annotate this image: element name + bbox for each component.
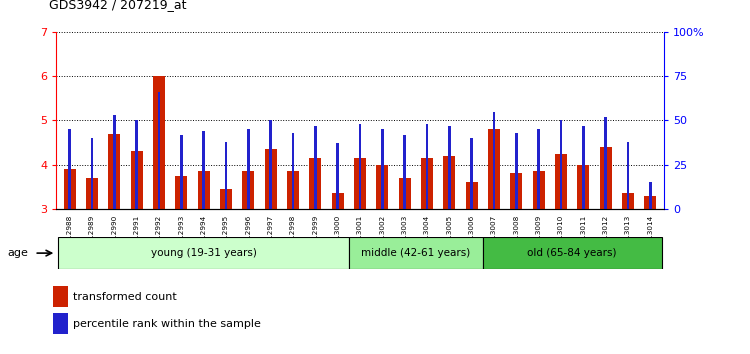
Bar bbox=[158, 92, 160, 209]
Bar bbox=[358, 124, 362, 209]
Text: young (19-31 years): young (19-31 years) bbox=[151, 248, 256, 258]
Bar bbox=[627, 142, 629, 209]
Bar bbox=[398, 178, 411, 209]
Bar bbox=[510, 173, 523, 209]
Bar bbox=[421, 158, 434, 209]
Bar bbox=[135, 120, 138, 209]
Bar bbox=[64, 169, 76, 209]
Bar bbox=[582, 126, 585, 209]
Bar bbox=[560, 120, 562, 209]
Bar bbox=[349, 237, 483, 269]
Bar bbox=[220, 189, 232, 209]
Bar bbox=[180, 135, 183, 209]
Bar bbox=[466, 182, 478, 209]
Text: GDS3942 / 207219_at: GDS3942 / 207219_at bbox=[49, 0, 186, 11]
Bar bbox=[336, 143, 339, 209]
Bar bbox=[269, 120, 272, 209]
Bar bbox=[555, 154, 567, 209]
Bar bbox=[599, 147, 612, 209]
Bar bbox=[286, 171, 299, 209]
Bar bbox=[197, 171, 210, 209]
Bar bbox=[108, 133, 121, 209]
Bar bbox=[404, 135, 406, 209]
Bar bbox=[644, 196, 656, 209]
Bar bbox=[488, 129, 500, 209]
Bar bbox=[58, 237, 349, 269]
Bar bbox=[314, 126, 316, 209]
Bar bbox=[443, 156, 455, 209]
Bar bbox=[448, 126, 451, 209]
Text: middle (42-61 years): middle (42-61 years) bbox=[362, 248, 470, 258]
Text: percentile rank within the sample: percentile rank within the sample bbox=[74, 319, 261, 329]
Bar bbox=[91, 138, 93, 209]
Bar bbox=[265, 149, 277, 209]
Bar bbox=[376, 165, 388, 209]
Bar bbox=[493, 112, 495, 209]
Bar bbox=[53, 286, 68, 307]
Bar bbox=[176, 176, 188, 209]
Bar bbox=[578, 165, 590, 209]
Bar bbox=[426, 124, 428, 209]
Bar bbox=[622, 193, 634, 209]
Text: age: age bbox=[8, 248, 28, 258]
Bar bbox=[381, 129, 384, 209]
Text: transformed count: transformed count bbox=[74, 291, 177, 302]
Bar bbox=[113, 115, 116, 209]
Bar bbox=[470, 138, 473, 209]
Bar bbox=[68, 129, 71, 209]
Bar bbox=[153, 76, 165, 209]
Bar bbox=[292, 133, 294, 209]
Bar bbox=[309, 158, 322, 209]
Bar bbox=[604, 117, 607, 209]
Bar bbox=[532, 171, 544, 209]
Bar bbox=[202, 131, 205, 209]
Bar bbox=[225, 142, 227, 209]
Bar bbox=[242, 171, 254, 209]
Bar bbox=[515, 133, 517, 209]
Bar bbox=[332, 193, 344, 209]
Bar bbox=[247, 129, 250, 209]
Bar bbox=[537, 129, 540, 209]
Text: old (65-84 years): old (65-84 years) bbox=[527, 248, 617, 258]
Bar bbox=[130, 152, 142, 209]
Bar bbox=[86, 178, 98, 209]
Bar bbox=[649, 182, 652, 209]
Bar bbox=[483, 237, 662, 269]
Bar bbox=[53, 313, 68, 334]
Bar bbox=[354, 158, 366, 209]
